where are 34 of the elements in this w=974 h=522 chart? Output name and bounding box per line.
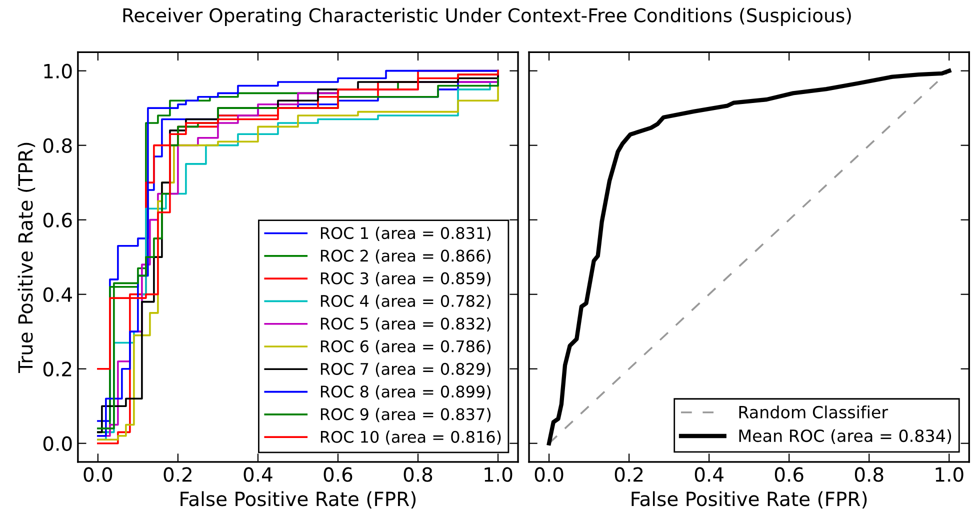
x-tick-label: 0.6 (324, 467, 352, 482)
chart-title: Receiver Operating Characteristic Under Context-Free Conditions (Suspicious) (123, 8, 851, 26)
x-axis-title: False Positive Rate (FPR) (180, 491, 416, 509)
x-tick-label: 0.2 (614, 467, 643, 482)
legend-label: ROC 1 (area = 0.831) (320, 226, 491, 241)
x-tick-label: 0.0 (84, 467, 112, 482)
legend-label: ROC 2 (area = 0.866) (320, 249, 491, 264)
legend-label: ROC 9 (area = 0.837) (320, 408, 491, 422)
x-tick-label: 0.0 (534, 467, 564, 482)
x-tick-label: 1.0 (936, 467, 964, 482)
legend-label: ROC 3 (area = 0.859) (320, 272, 491, 286)
legend-label: Random Classifier (739, 406, 888, 418)
x-tick-label: 0.6 (774, 467, 804, 482)
x-axis-title: False Positive Rate (FPR) (632, 491, 867, 509)
legend-label: ROC 6 (area = 0.786) (320, 340, 491, 354)
legend-label: ROC 7 (area = 0.829) (320, 362, 491, 377)
y-tick-label: 0.2 (43, 362, 72, 377)
y-tick-label: 0.8 (43, 138, 72, 153)
y-tick-label: 0.6 (43, 212, 72, 228)
x-tick-label: 0.4 (244, 467, 272, 482)
x-tick-label: 0.8 (854, 467, 884, 482)
y-tick-label: 1.0 (44, 64, 72, 78)
legend-label: ROC 8 (area = 0.899) (320, 385, 491, 400)
legend-label: Mean ROC (area = 0.834) (739, 429, 952, 444)
x-tick-label: 1.0 (484, 467, 512, 482)
x-tick-label: 0.8 (404, 467, 432, 482)
x-tick-label: 0.4 (694, 467, 724, 482)
legend-label: ROC 4 (area = 0.782) (320, 294, 491, 309)
legend-label: ROC 5 (area = 0.832) (320, 317, 491, 332)
y-axis-title: True Positive Rate (TPR) (18, 142, 36, 373)
y-tick-label: 0.0 (43, 436, 72, 452)
y-tick-label: 0.4 (43, 287, 72, 302)
legend-label: ROC 10 (area = 0.816) (320, 430, 501, 445)
x-tick-label: 0.2 (164, 467, 192, 482)
